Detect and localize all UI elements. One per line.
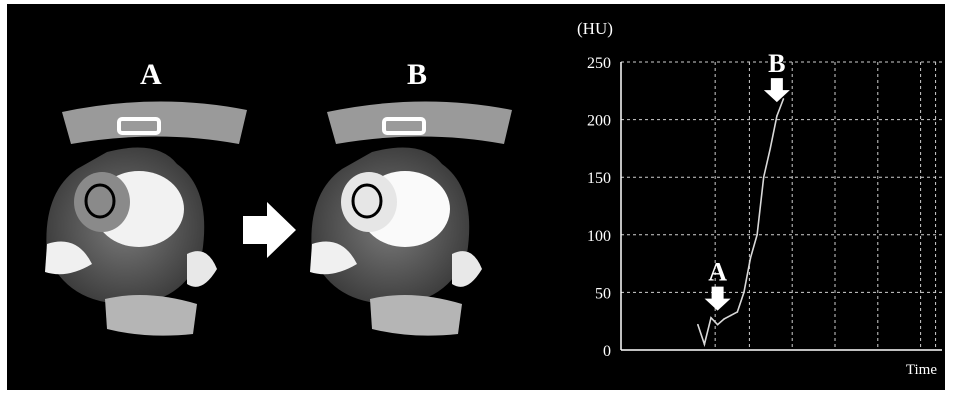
y-tick-label: 200 [587, 113, 611, 130]
data-point [782, 98, 785, 100]
ct-image-b-label: B [407, 58, 428, 91]
data-point [743, 291, 745, 294]
down-arrow-icon [763, 78, 790, 103]
data-point [729, 314, 732, 317]
y-tick-label: 100 [587, 228, 611, 245]
data-point [703, 343, 706, 346]
y-tick-label: 250 [587, 55, 611, 72]
data-point [710, 316, 712, 319]
annotation-a: A [704, 258, 731, 311]
annotation-b: B [763, 49, 790, 103]
ct-image-a-label: A [140, 58, 162, 91]
ct-images-panel: A B [7, 4, 547, 390]
ct-image-a [45, 101, 247, 336]
y-tick-label: 150 [587, 170, 611, 187]
data-point [736, 311, 739, 313]
data-point [716, 323, 719, 326]
y-tick-labels: 0 50 100 150 200 250 [587, 55, 611, 360]
y-tick-label: 0 [603, 343, 611, 360]
ct-image-b [310, 101, 512, 336]
ct-images-svg [45, 101, 512, 336]
y-tick-label: 50 [595, 285, 611, 302]
data-point [762, 176, 765, 178]
data-point [769, 147, 772, 150]
annotation-label: B [768, 49, 785, 78]
hu-series-line [697, 98, 785, 348]
hu-series-points [697, 98, 785, 346]
chart-annotations: AB [704, 49, 790, 311]
x-axis-label: Time [906, 362, 937, 378]
right-arrow-icon [243, 202, 296, 258]
y-unit-label: (HU) [577, 19, 613, 38]
data-point [723, 318, 725, 320]
data-point [749, 257, 752, 259]
data-point [756, 234, 758, 236]
data-point [697, 323, 699, 326]
data-point [776, 115, 778, 117]
down-arrow-icon [704, 286, 731, 311]
annotation-label: A [708, 258, 727, 287]
figure-frame: A B [7, 4, 945, 390]
